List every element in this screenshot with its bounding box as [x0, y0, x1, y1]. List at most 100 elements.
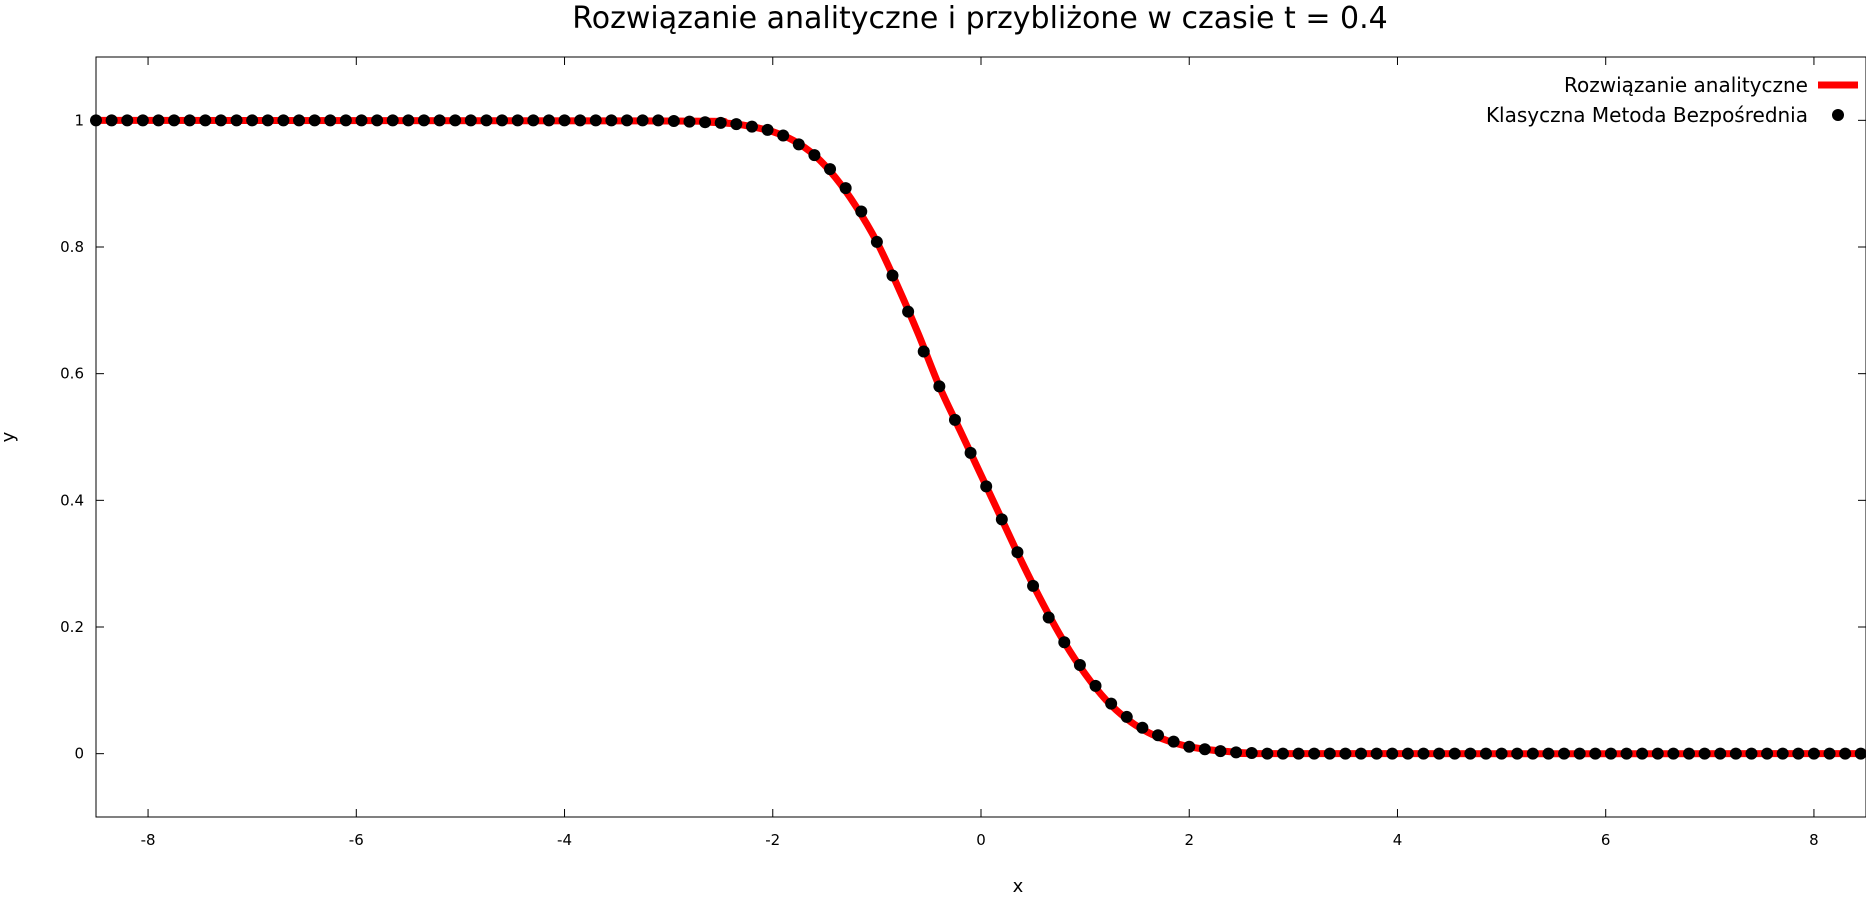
data-point: [745, 120, 758, 133]
data-point: [1495, 747, 1508, 760]
x-tick-label: 0: [976, 831, 986, 849]
data-point: [917, 345, 930, 358]
data-point: [433, 114, 446, 127]
x-tick-label: -8: [141, 831, 156, 849]
data-point: [621, 114, 633, 127]
data-point: [496, 114, 509, 127]
data-point: [1464, 747, 1477, 760]
data-point: [1167, 735, 1180, 748]
data-point: [605, 114, 618, 127]
x-tick-label: 8: [1809, 831, 1819, 849]
data-point: [230, 114, 243, 127]
x-tick-label: -4: [557, 831, 572, 849]
x-axis-label: x: [1013, 876, 1024, 897]
data-point: [1433, 747, 1446, 760]
data-point: [1058, 636, 1071, 649]
data-point: [402, 114, 415, 127]
data-point: [777, 129, 790, 142]
data-point: [214, 114, 227, 127]
data-point: [1214, 745, 1227, 758]
data-point: [1792, 747, 1805, 760]
data-point: [90, 114, 102, 127]
data-point: [1089, 679, 1102, 692]
data-point: [1308, 747, 1321, 760]
data-point: [1854, 747, 1866, 760]
data-point: [324, 114, 337, 127]
data-point: [1479, 747, 1492, 760]
chart-title: Rozwiązanie analityczne i przybliżone w …: [572, 1, 1387, 36]
data-point: [1558, 747, 1571, 760]
data-point: [121, 114, 134, 127]
data-point: [1839, 747, 1852, 760]
data-point: [1417, 747, 1430, 760]
data-point: [1729, 747, 1742, 760]
data-point: [589, 114, 602, 127]
data-point: [558, 114, 571, 127]
data-point: [980, 480, 993, 493]
data-point: [339, 114, 352, 127]
y-tick-label: 0.4: [60, 491, 84, 509]
data-point: [511, 114, 524, 127]
x-tick-label: 6: [1601, 831, 1611, 849]
data-point: [152, 114, 165, 127]
data-point: [136, 114, 149, 127]
legend-label-analytic: Rozwiązanie analityczne: [1564, 73, 1808, 97]
x-tick-label: -6: [349, 831, 364, 849]
y-tick-label: 0.6: [60, 365, 84, 383]
data-point: [386, 114, 399, 127]
data-point: [1261, 747, 1274, 760]
data-point: [1292, 747, 1305, 760]
data-point: [1120, 710, 1133, 723]
data-point: [1807, 747, 1820, 760]
data-point: [933, 380, 946, 393]
data-point: [1370, 747, 1383, 760]
data-point: [417, 114, 430, 127]
y-tick-label: 0.8: [60, 238, 84, 256]
data-point: [277, 114, 290, 127]
data-point: [1714, 747, 1727, 760]
data-point: [839, 182, 852, 195]
data-point: [886, 269, 899, 282]
data-point: [1245, 747, 1258, 760]
data-point: [792, 138, 805, 151]
data-point: [1448, 747, 1461, 760]
data-point: [183, 114, 196, 127]
data-point: [1761, 747, 1774, 760]
data-point: [1355, 747, 1368, 760]
data-point: [714, 116, 727, 129]
data-point: [1230, 746, 1243, 759]
data-point: [1745, 747, 1758, 760]
y-tick-label: 0.2: [60, 618, 84, 636]
data-point: [855, 205, 868, 218]
data-point: [1198, 743, 1211, 756]
data-point: [699, 116, 712, 129]
data-point: [574, 114, 587, 127]
data-point: [636, 114, 649, 127]
data-point: [308, 114, 321, 127]
legend-swatch-numerical: [1832, 109, 1844, 121]
data-point: [1401, 747, 1414, 760]
x-tick-label: 2: [1184, 831, 1194, 849]
data-point: [761, 123, 774, 136]
data-point: [1027, 579, 1040, 592]
data-point: [1589, 747, 1602, 760]
data-point: [1604, 747, 1617, 760]
y-tick-label: 1: [74, 111, 84, 129]
data-point: [1183, 740, 1196, 753]
plot-frame: [95, 56, 1866, 818]
data-point: [902, 305, 915, 318]
data-point: [449, 114, 462, 127]
data-point: [1636, 747, 1649, 760]
data-point: [1152, 729, 1164, 742]
data-point: [1620, 747, 1633, 760]
x-tick-label: 4: [1393, 831, 1403, 849]
data-point: [1683, 747, 1695, 760]
data-point: [683, 115, 696, 128]
series-analytic-line: [95, 116, 1866, 758]
data-point: [1136, 721, 1149, 734]
data-point: [1776, 747, 1789, 760]
legend: Rozwiązanie analityczne Klasyczna Metoda …: [1486, 73, 1858, 127]
data-point: [1105, 697, 1118, 710]
data-point: [542, 114, 555, 127]
data-point: [1542, 747, 1555, 760]
